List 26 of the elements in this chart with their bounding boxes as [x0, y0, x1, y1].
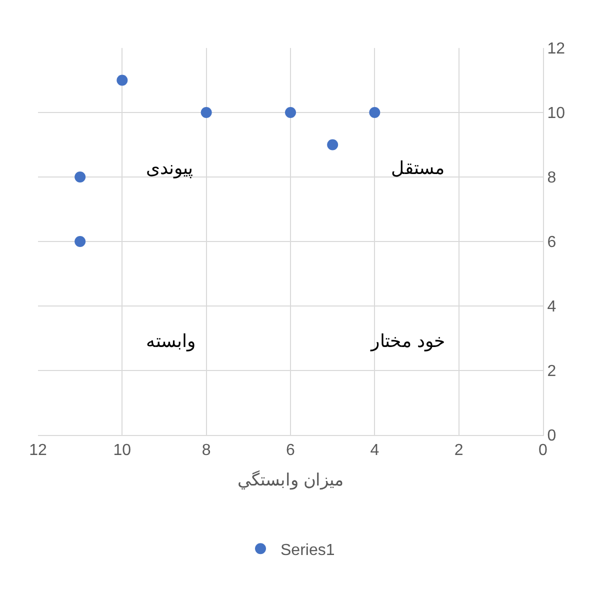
x-tick-label: 8 — [202, 442, 211, 460]
point — [200, 107, 212, 118]
y-tick-label: 2 — [547, 363, 556, 380]
x-axis-title: میزان وابستگي — [238, 470, 344, 491]
legend-label: Series1 — [280, 542, 335, 559]
point — [327, 139, 338, 150]
y-tick-label: 8 — [547, 170, 556, 187]
annotation: مستقل — [391, 158, 445, 178]
x-tick-label: 4 — [370, 442, 380, 460]
x-tick-label: 6 — [286, 442, 296, 460]
point — [285, 107, 296, 118]
y-tick-label: 12 — [547, 40, 566, 58]
point — [369, 107, 380, 118]
point — [116, 74, 128, 86]
annotation: خود مختار — [370, 331, 446, 352]
point — [74, 172, 86, 182]
y-tick-label: 10 — [547, 105, 566, 122]
x-tick-label: 2 — [454, 442, 464, 460]
point — [74, 236, 86, 247]
x-tick-label: 10 — [113, 442, 132, 460]
annotation: وابسته — [146, 331, 196, 352]
y-tick-label: 0 — [547, 428, 556, 445]
annotation: پیوندی — [146, 158, 193, 179]
y-tick-label: 6 — [547, 234, 556, 252]
x-tick-label: 12 — [29, 442, 47, 460]
y-tick-label: 4 — [547, 298, 556, 316]
